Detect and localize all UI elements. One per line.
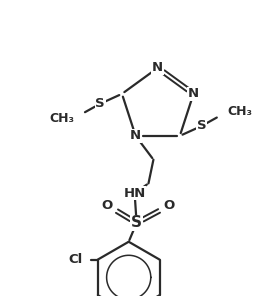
Text: S: S [131,215,142,230]
Text: N: N [152,61,163,74]
Text: CH₃: CH₃ [49,112,74,125]
Text: S: S [197,119,206,133]
Text: Cl: Cl [69,253,83,266]
Text: O: O [101,199,113,212]
Text: N: N [130,129,141,142]
Text: N: N [188,87,199,100]
Text: O: O [164,199,175,212]
Text: S: S [95,97,105,110]
Text: CH₃: CH₃ [227,105,252,118]
Text: HN: HN [124,187,146,200]
